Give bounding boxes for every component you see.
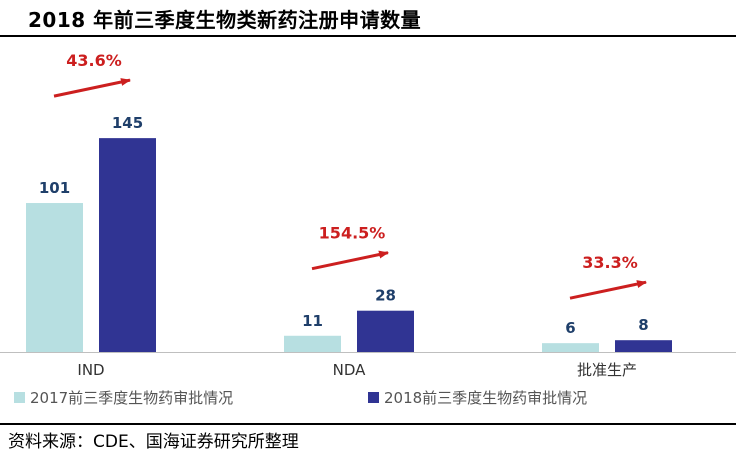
bar-NDA-series2 bbox=[357, 310, 414, 352]
footer-divider bbox=[0, 423, 736, 425]
value-label-IND-series1: 101 bbox=[39, 179, 70, 197]
value-label-NDA-series1: 11 bbox=[302, 312, 323, 330]
growth-arrow-批准生产 bbox=[569, 280, 647, 300]
bar-IND-series2 bbox=[99, 138, 156, 352]
growth-arrow-IND bbox=[53, 78, 131, 98]
legend-layer: 2017前三季度生物药审批情况 2018前三季度生物药审批情况 bbox=[14, 389, 587, 407]
chart-title: 2018 年前三季度生物类新药注册申请数量 bbox=[28, 8, 422, 32]
legend-label-series1: 2017前三季度生物药审批情况 bbox=[30, 389, 233, 407]
legend-label-series2: 2018前三季度生物药审批情况 bbox=[384, 389, 587, 407]
category-label-IND: IND bbox=[77, 361, 104, 379]
bar-chart: 101 145 11 28 6 8 43.6% 154.5% 33.3% IND NDA 批准生产… bbox=[0, 51, 736, 407]
bars-layer bbox=[26, 138, 672, 352]
value-label-IND-series2: 145 bbox=[112, 114, 143, 132]
bar-IND-series1 bbox=[26, 203, 83, 352]
bar-NDA-series1 bbox=[284, 335, 341, 352]
value-label-NDA-series2: 28 bbox=[375, 287, 396, 305]
growth-label-IND: 43.6% bbox=[66, 51, 122, 70]
category-label-批准生产: 批准生产 bbox=[577, 361, 637, 379]
title-divider bbox=[0, 35, 736, 37]
value-label-批准生产-series1: 6 bbox=[565, 319, 575, 337]
category-label-NDA: NDA bbox=[333, 361, 367, 379]
axis-layer: IND NDA 批准生产 bbox=[0, 352, 736, 379]
growth-label-NDA: 154.5% bbox=[319, 224, 386, 243]
legend-swatch-series1 bbox=[14, 392, 25, 403]
bar-批准生产-series1 bbox=[542, 343, 599, 352]
labels-layer: 101 145 11 28 6 8 bbox=[39, 114, 649, 337]
growth-label-批准生产: 33.3% bbox=[582, 253, 638, 272]
value-label-批准生产-series2: 8 bbox=[638, 316, 648, 334]
legend-swatch-series2 bbox=[368, 392, 379, 403]
bar-批准生产-series2 bbox=[615, 340, 672, 352]
growth-layer: 43.6% 154.5% 33.3% bbox=[53, 51, 647, 300]
source-note: 资料来源：CDE、国海证券研究所整理 bbox=[8, 432, 299, 452]
growth-arrow-NDA bbox=[311, 250, 389, 271]
